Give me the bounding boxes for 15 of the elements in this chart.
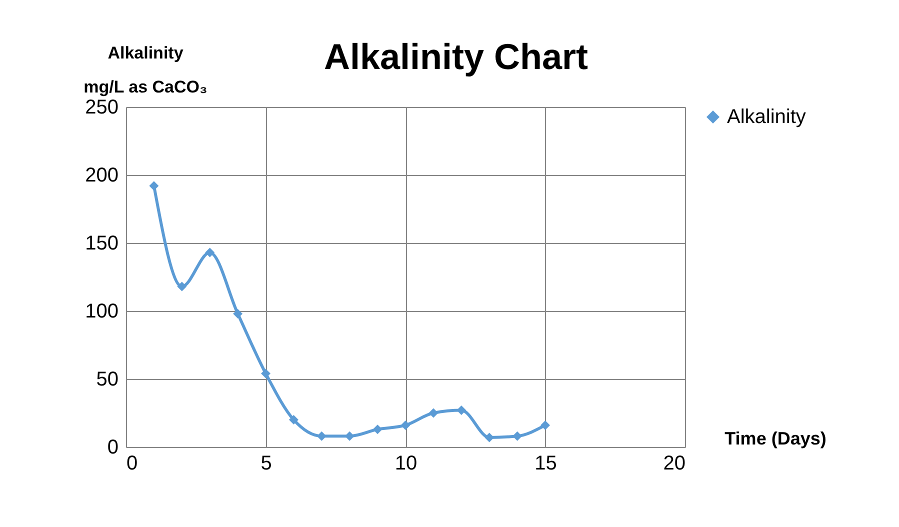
y-tick-label: 150 <box>85 232 118 254</box>
y-tick-label: 0 <box>107 436 118 458</box>
y-tick-label: 250 <box>85 96 118 118</box>
y-tick-label: 50 <box>96 368 118 390</box>
x-tick-label: 5 <box>260 452 272 474</box>
x-axis-title: Time (Days) <box>724 428 826 448</box>
chart-title: Alkalinity Chart <box>324 36 588 77</box>
y-axis-title: Alkalinity mg/L as CaCO₃ <box>84 44 208 96</box>
y-tick-label: 100 <box>85 300 118 322</box>
x-tick-label: 0 <box>126 452 138 474</box>
x-tick-label: 20 <box>663 452 686 474</box>
legend-label: Alkalinity <box>727 106 806 128</box>
y-tick-label: 200 <box>85 164 118 186</box>
x-tick-label: 15 <box>534 452 557 474</box>
x-tick-label: 10 <box>394 452 418 474</box>
